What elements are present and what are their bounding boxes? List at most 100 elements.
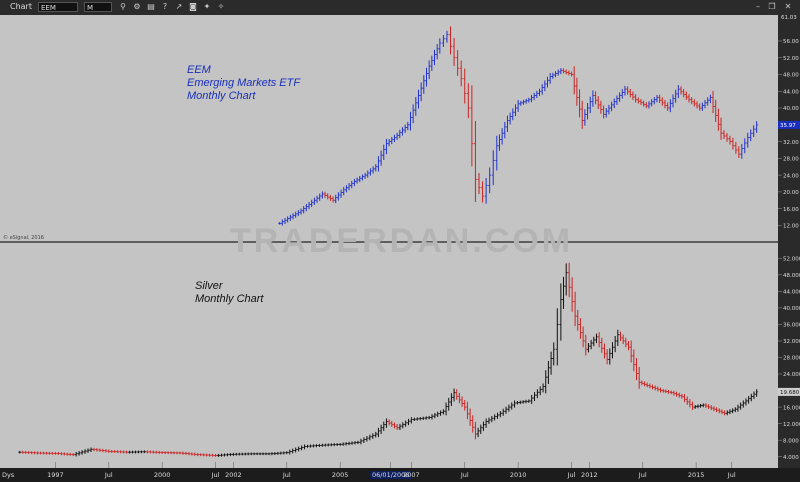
silver-price-bar [50, 451, 54, 455]
silver-price-bar [267, 452, 271, 456]
silver-price-bar [258, 452, 262, 456]
silver-price-bar [518, 400, 522, 405]
eem-price-bar [719, 117, 723, 140]
silver-price-bar [498, 411, 502, 418]
silver-price-bar [240, 452, 244, 456]
link-icon[interactable]: ⚲ [120, 2, 126, 11]
silver-price-bar [133, 450, 137, 454]
eem-top-price-label: 61.03 [781, 15, 797, 21]
silver-price-bar [412, 417, 416, 422]
camera-icon[interactable]: ◙ [189, 2, 197, 11]
eem-y-tick-label: 28.00 [783, 157, 799, 163]
silver-annotation: Silver Monthly Chart [195, 280, 263, 306]
silver-price-bar [261, 452, 265, 456]
eem-y-tick-label: 12.00 [783, 224, 799, 230]
silver-price-bar [225, 453, 229, 457]
time-axis-label: Jul [104, 471, 113, 479]
bird-icon[interactable]: ✧ [217, 2, 225, 11]
silver-price-bar [755, 389, 759, 397]
settings-icon[interactable]: ⚙ [133, 2, 141, 11]
silver-price-bar [199, 453, 203, 457]
silver-price-bar [433, 412, 437, 419]
silver-price-bar [151, 450, 155, 454]
silver-price-bar [533, 392, 537, 402]
eem-price-bar [752, 125, 756, 138]
silver-price-bar [501, 408, 505, 416]
silver-price-bar [89, 447, 93, 453]
silver-price-bar [110, 449, 114, 453]
eem-price-bar [749, 129, 753, 142]
silver-price-bar [538, 386, 542, 396]
eem-price-bar [743, 138, 747, 154]
eem-last-price-badge [778, 120, 800, 129]
eem-price-bar [731, 137, 735, 150]
interval-input[interactable]: M [84, 2, 112, 12]
silver-price-bar [163, 451, 167, 454]
silver-price-bar [252, 452, 256, 456]
silver-price-bar [222, 453, 226, 457]
silver-price-bar [371, 433, 375, 439]
eem-price-bar [722, 130, 726, 139]
silver-price-bar [279, 451, 283, 455]
silver-price-bar [59, 452, 63, 456]
eem-chart: 12.00 16.00 20.00 24.00 28.00 32.00 40.00 44.00… [278, 15, 800, 230]
silver-price-bar [175, 451, 179, 455]
eem-price-bar [438, 38, 442, 54]
eem-annotation-line: EEM [187, 64, 211, 76]
eem-price-bar [477, 172, 481, 195]
restore-icon[interactable]: ❐ [768, 2, 776, 11]
silver-price-bar [214, 453, 218, 457]
minimize-icon[interactable]: – [756, 2, 760, 11]
share-icon[interactable]: ↗ [175, 2, 183, 11]
silver-price-bar [362, 437, 366, 443]
silver-price-bar [95, 448, 99, 452]
silver-price-bar [398, 423, 402, 431]
twitter-icon[interactable]: ✦ [203, 2, 211, 11]
eem-y-tick-label: 24.00 [783, 173, 799, 179]
silver-price-bar [314, 444, 318, 448]
silver-price-bar [424, 416, 428, 420]
silver-price-bar [496, 412, 500, 419]
silver-price-bar [365, 436, 369, 442]
print-icon[interactable]: ▤ [147, 2, 155, 11]
silver-price-bar [401, 422, 405, 429]
silver-price-bar [430, 414, 434, 420]
time-axis-label: 2005 [331, 471, 349, 479]
silver-price-bar [104, 449, 108, 453]
silver-price-bar [190, 452, 194, 456]
silver-price-bar [169, 451, 173, 455]
silver-price-bar [311, 444, 315, 448]
silver-price-bar [148, 450, 152, 454]
watermark: TRADERDAN.COM [230, 222, 574, 260]
time-axis-label: 1997 [47, 471, 64, 479]
silver-price-bar [487, 417, 491, 424]
silver-y-tick-label: 40.000 [783, 306, 800, 312]
silver-price-bar [27, 451, 31, 454]
silver-price-bar [276, 451, 280, 455]
silver-price-bar [555, 308, 559, 366]
time-axis-label: Jul [282, 471, 291, 479]
eem-price-bar [459, 60, 463, 87]
silver-price-bar [42, 451, 46, 455]
help-icon[interactable]: ? [162, 2, 168, 11]
silver-price-bar [231, 452, 235, 456]
silver-price-bar [347, 441, 351, 446]
eem-price-bar [746, 132, 750, 148]
silver-annotation-line: Monthly Chart [195, 293, 264, 305]
silver-price-bar [196, 452, 200, 457]
silver-y-tick-label: 52.000 [783, 256, 800, 262]
silver-price-bar [74, 451, 78, 457]
close-icon[interactable]: ✕ [784, 2, 792, 11]
silver-price-bar [246, 452, 250, 456]
silver-price-bar [160, 451, 164, 454]
time-axis-label: Jul [727, 471, 736, 479]
silver-price-bar [530, 394, 534, 404]
symbol-input[interactable]: EEM [38, 2, 78, 12]
silver-price-bar [107, 449, 111, 453]
time-axis-label: 2012 [581, 471, 598, 479]
eem-last-price-label: 35.97 [780, 123, 796, 129]
silver-price-bar [139, 450, 143, 454]
silver-y-tick-label: 48.000 [783, 273, 800, 279]
silver-price-bar [323, 443, 327, 447]
silver-price-bar [564, 263, 568, 296]
